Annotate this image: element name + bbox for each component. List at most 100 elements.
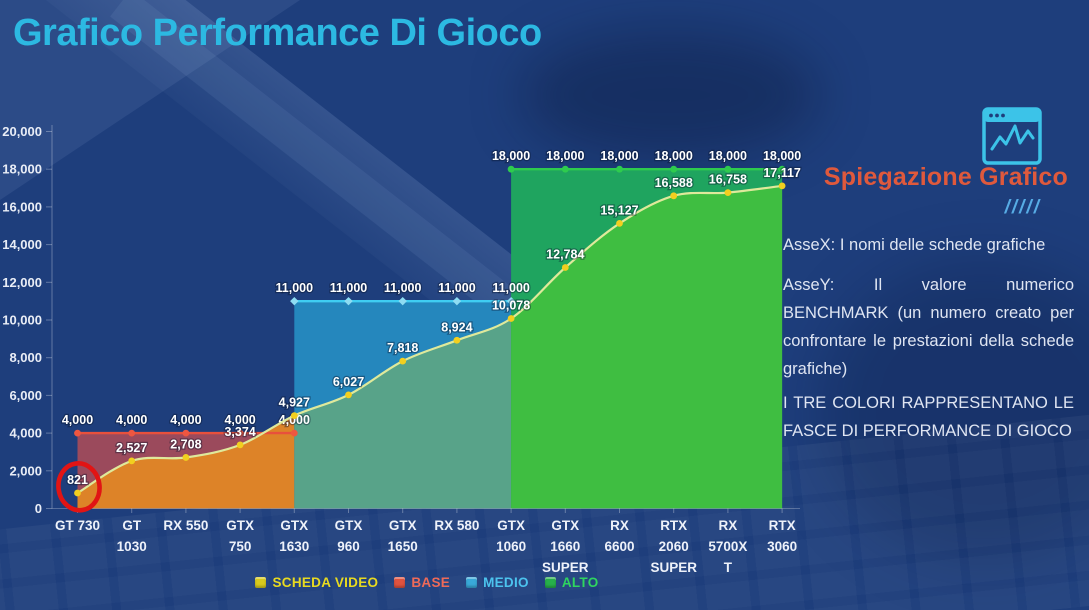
data-value-label: 3,374 <box>224 425 255 439</box>
band-value-label: 11,000 <box>276 281 314 295</box>
legend-swatch <box>544 577 556 588</box>
x-tick-label: 6600 <box>604 539 634 554</box>
x-tick-label: GTX <box>389 518 417 533</box>
y-tick-label: 12,000 <box>2 275 42 290</box>
legend-item-medio: MEDIO <box>466 575 529 590</box>
data-point <box>345 391 352 399</box>
explainer-slashes: ///// <box>1004 197 1041 218</box>
legend-swatch <box>394 577 406 588</box>
legend-item-alto: ALTO <box>544 575 599 590</box>
line-area-base <box>77 415 295 509</box>
band-value-label: 4,000 <box>170 413 201 427</box>
legend-label: BASE <box>411 575 451 590</box>
explainer-paragraph-colori: I TRE COLORI RAPPRESENTANO LE FASCE DI P… <box>783 394 1074 440</box>
band-value-label: 11,000 <box>492 281 530 295</box>
x-tick-label: 960 <box>337 539 360 554</box>
band-marker <box>344 296 353 306</box>
explainer-paragraph-assex: AsseX: I nomi delle schede grafiche <box>783 236 1046 254</box>
line-area-medio <box>294 318 512 509</box>
chart-legend: SCHEDA VIDEO BASE MEDIO ALTO <box>52 575 802 590</box>
data-point <box>74 489 81 497</box>
band-value-label: 11,000 <box>384 281 422 295</box>
data-value-label: 821 <box>67 473 88 487</box>
band-marker <box>561 165 569 173</box>
band-value-label: 18,000 <box>492 149 530 163</box>
y-tick-label: 20,000 <box>2 124 42 139</box>
x-tick-label: RX 550 <box>163 518 208 533</box>
data-point <box>182 454 190 461</box>
data-point <box>561 264 569 271</box>
legend-label: SCHEDA VIDEO <box>272 575 379 590</box>
band-value-label: 18,000 <box>546 149 584 163</box>
data-point <box>778 182 786 190</box>
x-tick-label: RTX <box>769 518 796 533</box>
data-value-label: 6,027 <box>333 375 364 389</box>
explainer-heading: Spiegazione Grafico <box>823 163 1068 191</box>
x-tick-label: 750 <box>229 539 252 554</box>
x-tick-label: SUPER <box>542 560 589 575</box>
legend-swatch <box>466 577 478 588</box>
data-point <box>616 219 623 227</box>
x-tick-label: RTX <box>660 518 687 533</box>
data-point <box>507 315 515 322</box>
band-value-label: 4,000 <box>279 413 310 427</box>
y-tick-label: 14,000 <box>2 237 42 252</box>
scheda-video-line <box>76 184 784 495</box>
x-tick-label: 1630 <box>279 539 309 554</box>
band-value-label: 4,000 <box>224 413 255 427</box>
data-value-label: 17,117 <box>763 166 801 180</box>
band-marker <box>724 165 732 173</box>
page-title: Grafico Performance Di Gioco <box>13 12 542 54</box>
line-area-alto <box>511 185 783 509</box>
band-marker <box>507 165 515 173</box>
band-marker <box>506 296 516 306</box>
band-marker <box>670 165 678 173</box>
legend-swatch <box>255 577 267 588</box>
data-point <box>399 357 407 365</box>
x-tick-label: 1660 <box>550 539 580 554</box>
legend-label: ALTO <box>561 575 599 590</box>
x-tick-label: SUPER <box>650 560 697 575</box>
x-tick-label: 2060 <box>659 539 689 554</box>
explainer-paragraph-assey: AsseY: Il valore numerico BENCHMARK (un … <box>783 276 1074 378</box>
band-marker <box>290 296 299 306</box>
data-value-label: 16,758 <box>709 173 747 187</box>
y-tick-label: 8,000 <box>9 350 42 365</box>
x-tick-label: GT <box>122 518 142 533</box>
band-value-label: 4,000 <box>116 413 147 427</box>
highlight-circle <box>56 461 102 513</box>
band-marker <box>778 165 786 173</box>
band-value-label: 18,000 <box>655 149 693 163</box>
band-value-label: 18,000 <box>709 149 747 163</box>
band-value-label: 18,000 <box>763 149 801 163</box>
band-marker <box>452 296 462 306</box>
band-marker <box>616 165 623 173</box>
y-tick-label: 4,000 <box>9 426 42 441</box>
data-point <box>724 189 732 197</box>
y-tick-label: 0 <box>35 501 42 516</box>
band-marker <box>290 429 298 437</box>
x-tick-label: GTX <box>497 518 525 533</box>
data-value-label: 10,078 <box>492 299 530 313</box>
band-value-label: 11,000 <box>330 281 368 295</box>
x-tick-label: RX <box>719 518 738 533</box>
data-value-label: 4,927 <box>279 396 310 410</box>
band-marker <box>128 429 136 437</box>
data-value-label: 2,527 <box>116 441 147 455</box>
data-point <box>290 412 298 420</box>
legend-label: MEDIO <box>483 575 529 590</box>
x-tick-label: T <box>724 560 733 575</box>
legend-item-base: BASE <box>394 575 450 590</box>
data-value-label: 8,924 <box>441 320 472 334</box>
band-value-label: 18,000 <box>600 149 638 163</box>
band-marker <box>398 296 407 306</box>
x-tick-label: 1650 <box>388 539 418 554</box>
band-value-label: 11,000 <box>438 281 476 295</box>
y-tick-label: 10,000 <box>2 313 42 328</box>
data-point <box>453 336 461 344</box>
band-value-label: 4,000 <box>62 413 93 427</box>
data-value-label: 7,818 <box>387 341 418 355</box>
x-tick-label: RX 580 <box>434 518 479 533</box>
